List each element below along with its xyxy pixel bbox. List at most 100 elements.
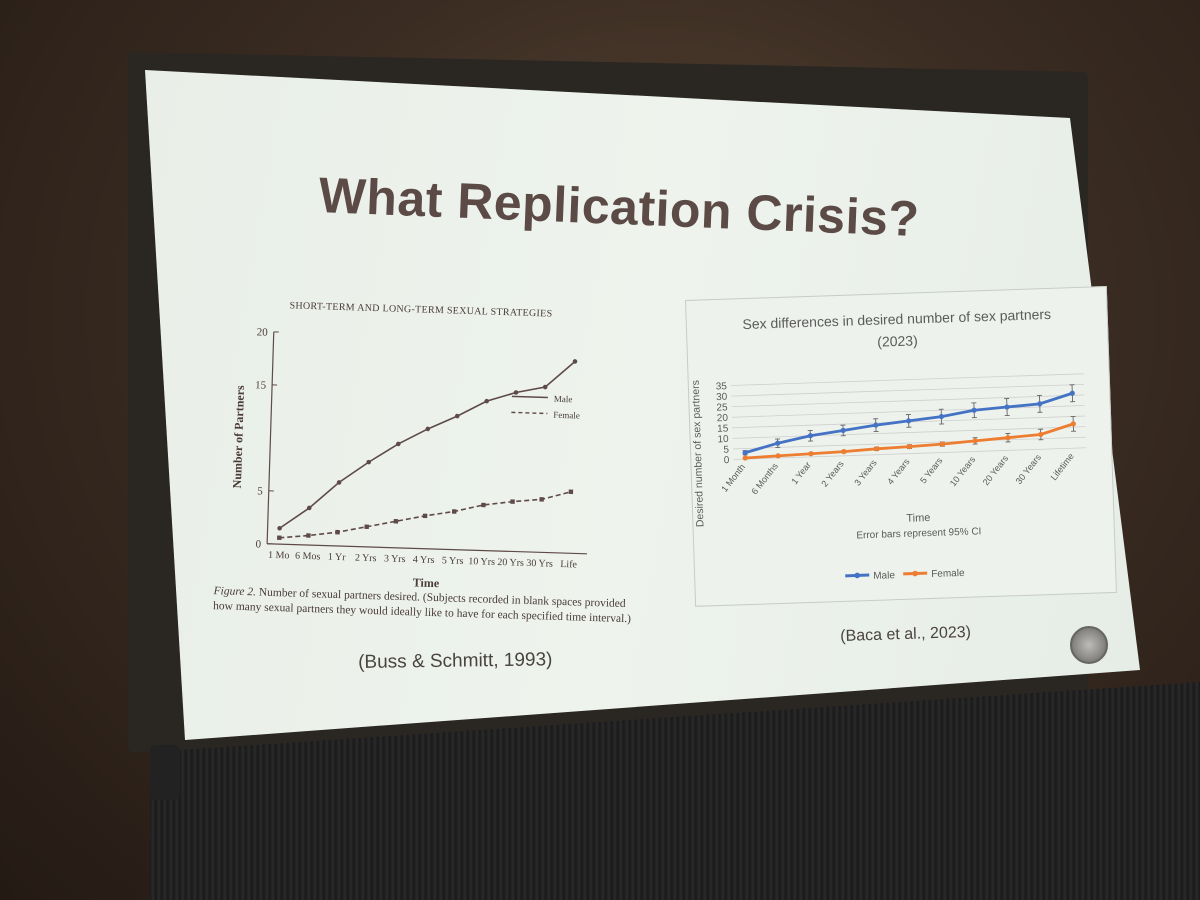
x-tick-label: 30 Years — [1014, 452, 1044, 486]
legend-marker-female — [912, 570, 918, 577]
data-point-male — [873, 422, 879, 428]
right-chart-svg: Sex differences in desired number of sex… — [690, 306, 1087, 582]
x-tick-label: Life — [560, 559, 578, 571]
x-axis-label: Time — [906, 512, 930, 525]
x-tick-label: 1 Year — [789, 460, 813, 486]
legend-line-male — [511, 395, 548, 399]
data-point-male — [775, 440, 781, 446]
data-point-male — [542, 384, 548, 390]
data-point-female — [277, 535, 282, 541]
data-point-male — [807, 433, 813, 439]
data-point-male — [938, 414, 945, 420]
x-tick-label: 20 Years — [981, 453, 1011, 487]
y-tick-label: 20 — [257, 326, 269, 338]
data-point-female — [510, 499, 515, 504]
x-tick-label: Lifetime — [1049, 451, 1076, 482]
data-point-male — [1037, 401, 1043, 407]
y-axis-label: Desired number of sex partners — [690, 380, 707, 527]
data-point-male — [484, 398, 490, 404]
data-point-male — [425, 426, 431, 432]
y-tick-label: 15 — [717, 423, 729, 434]
chart-subtitle: Error bars represent 95% CI — [856, 526, 981, 541]
y-tick-label: 5 — [723, 445, 729, 456]
data-point-male — [1069, 390, 1075, 396]
legend-marker-male — [854, 572, 861, 579]
chart-title: SHORT-TERM AND LONG-TERM SEXUAL STRATEGI… — [289, 300, 552, 319]
y-tick-label: 20 — [717, 413, 729, 424]
y-tick-label: 35 — [716, 381, 728, 392]
data-point-female — [451, 509, 457, 514]
data-point-male — [1004, 404, 1010, 410]
data-point-female — [568, 489, 574, 495]
grid-line — [731, 394, 1085, 408]
data-point-female — [874, 446, 880, 452]
legend-label-male: Male — [873, 570, 895, 582]
x-tick-label: 1 Yr — [328, 552, 347, 564]
caption-label: Figure 2. — [213, 585, 257, 599]
right-chart: Sex differences in desired number of sex… — [685, 286, 1117, 607]
y-tick-label: 30 — [716, 392, 728, 403]
screen-case-cap — [150, 745, 180, 800]
data-point-male — [742, 450, 748, 456]
x-tick-label: 6 Mos — [295, 551, 321, 563]
data-point-female — [972, 438, 978, 444]
logo-badge-icon — [1070, 626, 1108, 664]
data-point-male — [572, 359, 578, 364]
x-tick-label: 10 Yrs — [468, 556, 495, 568]
data-point-female — [742, 455, 748, 461]
left-chart-svg: SHORT-TERM AND LONG-TERM SEXUAL STRATEGI… — [230, 300, 587, 590]
x-tick-label: 10 Years — [948, 454, 978, 488]
data-point-female — [539, 497, 544, 502]
data-point-female — [481, 502, 486, 508]
x-tick-label: 1 Month — [719, 462, 747, 494]
data-point-male — [366, 459, 372, 465]
data-point-female — [1038, 431, 1044, 438]
grid-line — [730, 373, 1084, 386]
data-point-female — [939, 441, 945, 447]
y-tick-label: 25 — [716, 402, 728, 413]
x-tick-label: 5 Yrs — [442, 555, 464, 567]
grid-line — [731, 405, 1085, 418]
chart-title-line1: Sex differences in desired number of sex… — [742, 306, 1051, 332]
grid-line — [731, 383, 1085, 397]
x-tick-label: 3 Yrs — [384, 553, 406, 565]
x-axis-label: Time — [413, 575, 441, 590]
y-tick-label: 15 — [255, 379, 267, 391]
x-tick-label: 2 Yrs — [355, 553, 377, 565]
data-point-female — [1070, 421, 1076, 427]
data-point-male — [906, 418, 912, 424]
x-tick-label: 30 Yrs — [526, 558, 553, 570]
legend-label-female: Female — [553, 410, 580, 421]
data-point-female — [364, 524, 369, 530]
x-tick-label: 2 Years — [819, 458, 846, 488]
x-tick-label: 1 Mo — [268, 550, 290, 562]
x-tick-label: 3 Years — [852, 457, 879, 487]
x-tick-label: 20 Yrs — [497, 557, 524, 569]
data-point-female — [1005, 435, 1011, 441]
chart-title-line2: (2023) — [877, 332, 918, 349]
left-chart: SHORT-TERM AND LONG-TERM SEXUAL STRATEGI… — [204, 292, 654, 646]
data-point-female — [335, 529, 340, 535]
legend-label-female: Female — [931, 568, 965, 580]
x-tick-label: 4 Years — [885, 456, 912, 486]
y-tick-label: 5 — [257, 485, 263, 497]
x-axis — [267, 543, 587, 555]
y-tick-label: 0 — [255, 538, 261, 550]
data-point-female — [808, 451, 814, 457]
grid-line — [732, 426, 1086, 439]
y-tick-label: 0 — [724, 455, 730, 466]
data-point-male — [306, 505, 312, 511]
data-point-male — [396, 441, 401, 447]
data-point-male — [277, 525, 282, 531]
data-point-female — [841, 448, 847, 455]
data-point-female — [422, 513, 428, 519]
data-point-male — [513, 390, 519, 395]
legend-label-male: Male — [554, 394, 573, 405]
data-point-female — [906, 444, 913, 450]
series-line-male — [279, 360, 576, 529]
legend-line-female — [511, 411, 548, 415]
data-point-male — [336, 480, 342, 485]
x-tick-label: 5 Years — [918, 455, 945, 485]
data-point-male — [840, 427, 846, 434]
left-citation: (Buss & Schmitt, 1993) — [358, 649, 553, 673]
